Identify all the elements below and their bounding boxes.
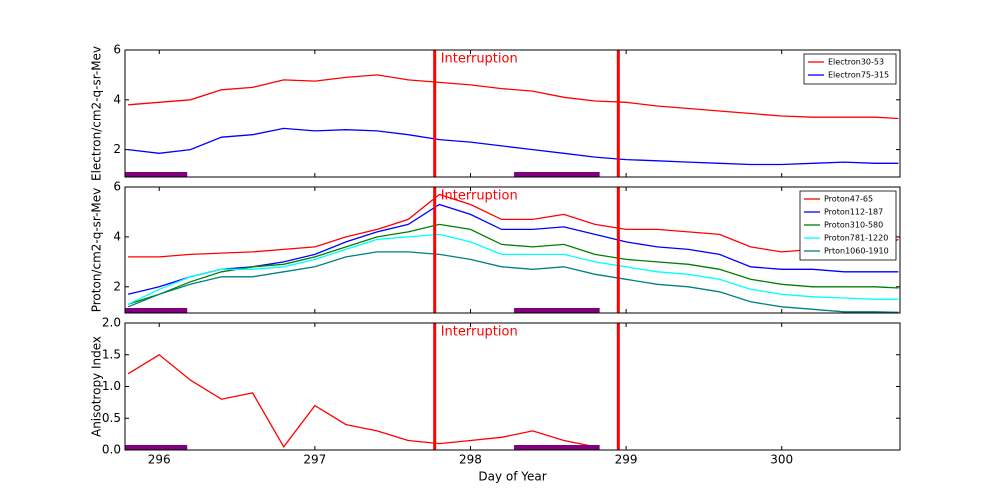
data-gap-span <box>125 308 188 313</box>
legend-label: Electron75-315 <box>828 71 889 80</box>
legend-label: Proton47-65 <box>824 195 873 204</box>
legend: Electron30-53 Electron75-315 <box>803 53 897 85</box>
axes-frame <box>124 186 901 314</box>
x-axis-label: Day of Year <box>478 470 546 484</box>
legend: Proton47-65 Proton112-187 Proton310-580 Pro… <box>799 190 897 261</box>
legend-label: Proton112-187 <box>824 208 883 217</box>
legend-label: Electron30-53 <box>828 58 884 67</box>
y-tick-label: 2 <box>113 142 121 156</box>
data-gap-span <box>125 445 188 450</box>
data-gap-span <box>514 172 600 177</box>
series-line <box>128 74 899 120</box>
data-gap-span <box>125 172 188 177</box>
y-tick-label: 6 <box>113 43 121 57</box>
series-line <box>128 193 899 258</box>
series-line <box>127 203 899 295</box>
series-line <box>127 233 899 305</box>
x-tick-label: 297 <box>303 453 326 467</box>
panel: 2 4 6 Electron/cm2-q-sr-Mev Interruption Elec… <box>90 43 901 181</box>
series-line <box>128 127 899 166</box>
x-tick-label: 299 <box>615 453 638 467</box>
annotation: Interruption <box>441 325 518 340</box>
series-line <box>127 354 596 448</box>
data-gap-span <box>514 308 600 313</box>
y-axis-label: Anisotropy Index <box>90 336 104 437</box>
series-line <box>127 223 899 305</box>
axes-frame <box>124 322 901 451</box>
data-gap-span <box>514 445 600 450</box>
series-line <box>127 251 899 313</box>
plot-area <box>125 354 600 450</box>
x-tick-label: 300 <box>770 453 793 467</box>
x-tick-label: 298 <box>459 453 482 467</box>
x-tick-label: 296 <box>148 453 171 467</box>
y-tick-label: 2.0 <box>102 316 121 330</box>
annotation: Interruption <box>441 189 518 204</box>
y-axis-label: Proton/cm2-q-sr-Mev <box>90 188 104 313</box>
legend-label: Proton781-1220 <box>824 234 888 243</box>
y-tick-label: 0.0 <box>102 443 121 457</box>
y-tick-label: 0.5 <box>102 411 121 425</box>
legend-label: Prton1060-1910 <box>824 247 889 256</box>
legend-box <box>803 53 897 85</box>
y-axis-label: Electron/cm2-q-sr-Mev <box>90 46 104 181</box>
y-tick-label: 2 <box>113 279 121 293</box>
y-tick-label: 6 <box>113 180 121 194</box>
plot-area <box>125 74 899 177</box>
panel: 2 4 6 Proton/cm2-q-sr-Mev Interruption Proton… <box>90 180 901 314</box>
y-tick-label: 4 <box>113 229 121 243</box>
y-tick-label: 1.0 <box>102 379 121 393</box>
y-tick-label: 4 <box>113 92 121 106</box>
panel: 0.0 0.5 1.0 1.5 2.0 296 297 298 299 300 Anisotropy… <box>90 316 901 484</box>
y-tick-label: 1.5 <box>102 347 121 361</box>
annotation: Interruption <box>441 52 518 67</box>
plot-area <box>125 193 899 313</box>
axes-frame <box>124 49 901 178</box>
legend-label: Proton310-580 <box>824 221 883 230</box>
